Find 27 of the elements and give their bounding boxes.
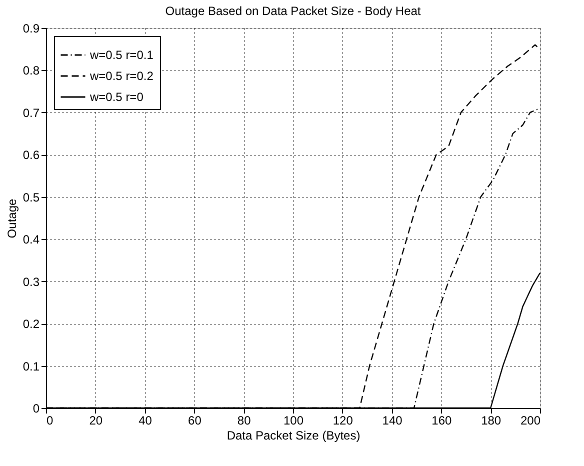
y-tick-label: 0.7: [22, 106, 40, 120]
y-tick-label: 0.9: [22, 22, 40, 36]
x-tick-label: 120: [332, 414, 354, 428]
legend-label: w=0.5 r=0.1: [89, 48, 154, 62]
x-tick-label: 80: [237, 414, 252, 428]
x-tick-label: 180: [481, 414, 502, 428]
y-axis-title: Outage: [4, 198, 19, 238]
y-tick-label: 0.4: [22, 232, 40, 247]
x-tick-label: 0: [46, 414, 54, 428]
legend-label: w=0.5 r=0: [89, 90, 144, 104]
x-tick-label: 60: [188, 414, 202, 428]
y-tick-label: 0.3: [22, 274, 40, 289]
x-tick-label: 40: [138, 414, 152, 428]
x-axis-title: Data Packet Size (Bytes): [226, 428, 360, 442]
x-tick-label: 100: [283, 414, 304, 428]
legend-label: w=0.5 r=0.2: [89, 69, 154, 83]
y-tick-label: 0.5: [22, 190, 40, 204]
x-tick-label: 20: [89, 414, 103, 428]
x-tick-label: 200: [520, 414, 541, 428]
x-tick-label: 140: [382, 414, 403, 428]
y-tick-label: 0.8: [22, 64, 40, 78]
y-tick-label: 0: [32, 402, 40, 416]
y-tick-label: 0.1: [22, 359, 40, 374]
y-tick-label: 0.6: [22, 148, 40, 162]
x-tick-label: 160: [432, 414, 452, 428]
chart-title: Outage Based on Data Packet Size - Body Heat: [165, 4, 422, 18]
y-tick-label: 0.2: [22, 317, 40, 332]
